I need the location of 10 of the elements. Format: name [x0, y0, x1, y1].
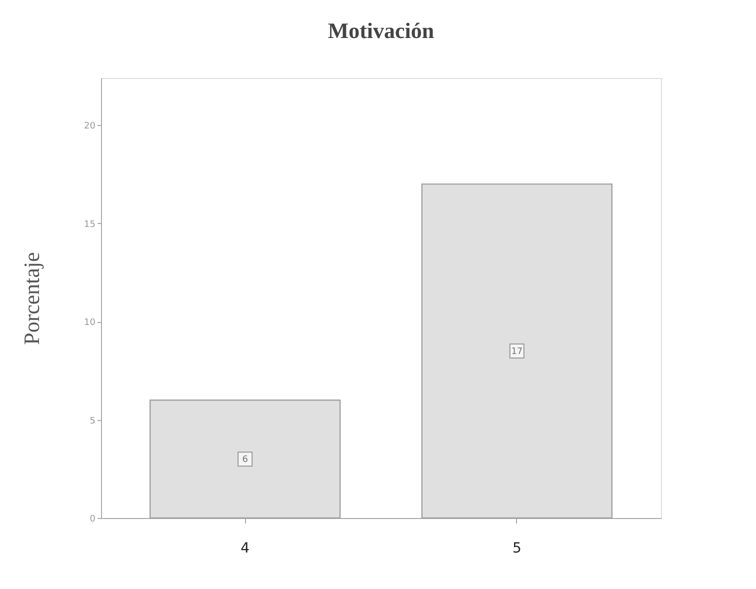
x-tick-label: 4 [240, 540, 250, 556]
y-tick-label: 0 [90, 514, 96, 524]
chart-title: Motivación [328, 18, 434, 43]
data-label: 17 [511, 347, 523, 358]
y-tick-label: 10 [84, 318, 96, 328]
y-tick-label: 15 [84, 220, 96, 230]
y-tick-label: 5 [90, 416, 96, 426]
y-axis-title: Porcentaje [19, 252, 44, 345]
data-label: 6 [242, 455, 248, 466]
y-tick-label: 20 [84, 122, 96, 132]
